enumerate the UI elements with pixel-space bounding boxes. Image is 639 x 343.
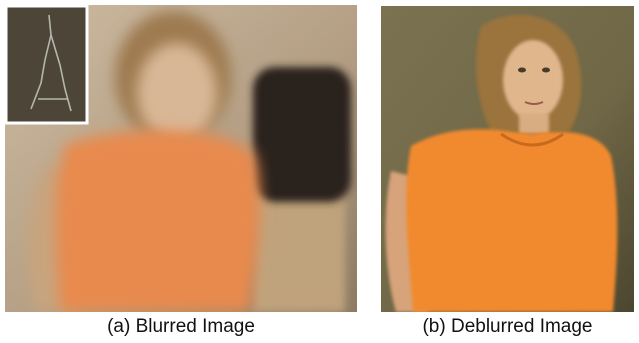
deblurred-left-eye: [518, 67, 526, 73]
blur-kernel-inset: [5, 5, 89, 125]
caption-blurred: (a) Blurred Image: [107, 316, 255, 337]
blur-kernel-trace: [30, 14, 72, 112]
deblurred-face: [503, 40, 563, 120]
blurred-face: [137, 43, 217, 143]
blurred-dark-object: [253, 67, 351, 202]
blurred-shirt: [55, 130, 261, 312]
deblurred-collar: [500, 132, 564, 147]
deblurred-photo-svg: [381, 6, 634, 312]
blurred-image: [5, 5, 357, 312]
blurred-photo-svg: [5, 5, 357, 312]
deblurred-right-eye: [542, 67, 550, 73]
deblurred-neck: [519, 114, 549, 134]
deblurred-image: [381, 6, 634, 312]
deblurred-shirt: [406, 129, 618, 312]
deblurred-mouth: [524, 101, 544, 105]
caption-deblurred: (b) Deblurred Image: [422, 316, 593, 337]
blurred-board: [253, 185, 345, 312]
